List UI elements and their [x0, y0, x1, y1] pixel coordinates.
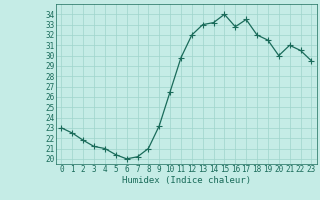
X-axis label: Humidex (Indice chaleur): Humidex (Indice chaleur)	[122, 176, 251, 185]
